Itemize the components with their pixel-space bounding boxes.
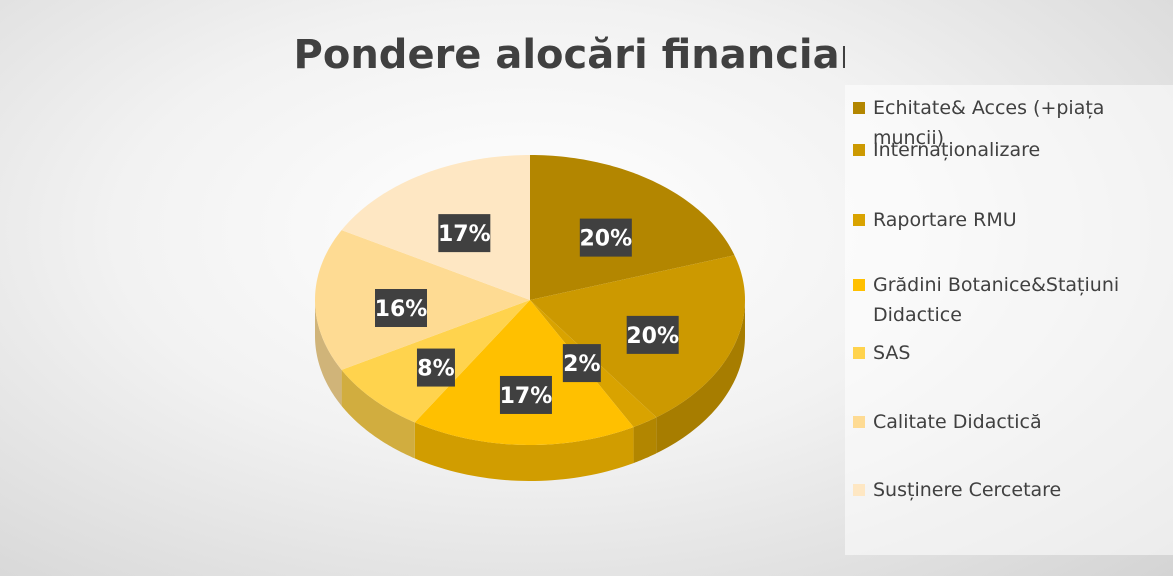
data-label-box [562, 344, 601, 383]
pie-side [633, 417, 657, 464]
pie-side [656, 300, 745, 454]
data-label: 17% [438, 222, 491, 247]
data-label-box [438, 214, 491, 253]
data-label: 2% [563, 352, 600, 377]
data-label-box [626, 315, 679, 354]
pie-sides [315, 300, 745, 481]
pie-side [414, 422, 634, 481]
legend-label: Internaționalizare [873, 139, 1041, 161]
legend-swatch [853, 102, 865, 114]
legend-label: Grădini Botanice&Stațiuni Didactice [873, 274, 1120, 326]
chart: Pondere alocări financiare 20% 20% 2% 17% 8%… [294, 32, 845, 481]
legend-swatch [853, 347, 865, 359]
data-label: 20% [626, 324, 679, 349]
data-label: 17% [500, 384, 553, 409]
data-label-box [499, 375, 552, 414]
legend: Echitate& Acces (+piața muncii) Internați… [845, 85, 1173, 555]
data-label-box [375, 289, 427, 327]
legend-swatch [853, 279, 865, 291]
data-label-box [416, 348, 455, 387]
pie-slice [414, 300, 634, 445]
data-label: 16% [375, 297, 428, 322]
legend-label: SAS [873, 342, 911, 364]
pie-slice [530, 155, 735, 300]
legend-label: Calitate Didactică [873, 411, 1042, 433]
legend-swatch [853, 484, 865, 496]
data-label-box [579, 218, 632, 257]
data-label: 8% [417, 357, 454, 382]
legend-label: Echitate& Acces (+piața muncii) [873, 97, 1105, 149]
legend-swatch [853, 214, 865, 226]
pie-side [341, 369, 415, 459]
pie-side [315, 300, 342, 406]
data-label: 20% [579, 227, 632, 252]
legend-swatch [853, 144, 865, 156]
legend-swatch [853, 416, 865, 428]
pie-slice [341, 155, 530, 300]
chart-title: Pondere alocări financiare [294, 32, 845, 78]
legend-label: Susținere Cercetare [873, 479, 1062, 501]
legend-label: Raportare RMU [873, 209, 1017, 231]
